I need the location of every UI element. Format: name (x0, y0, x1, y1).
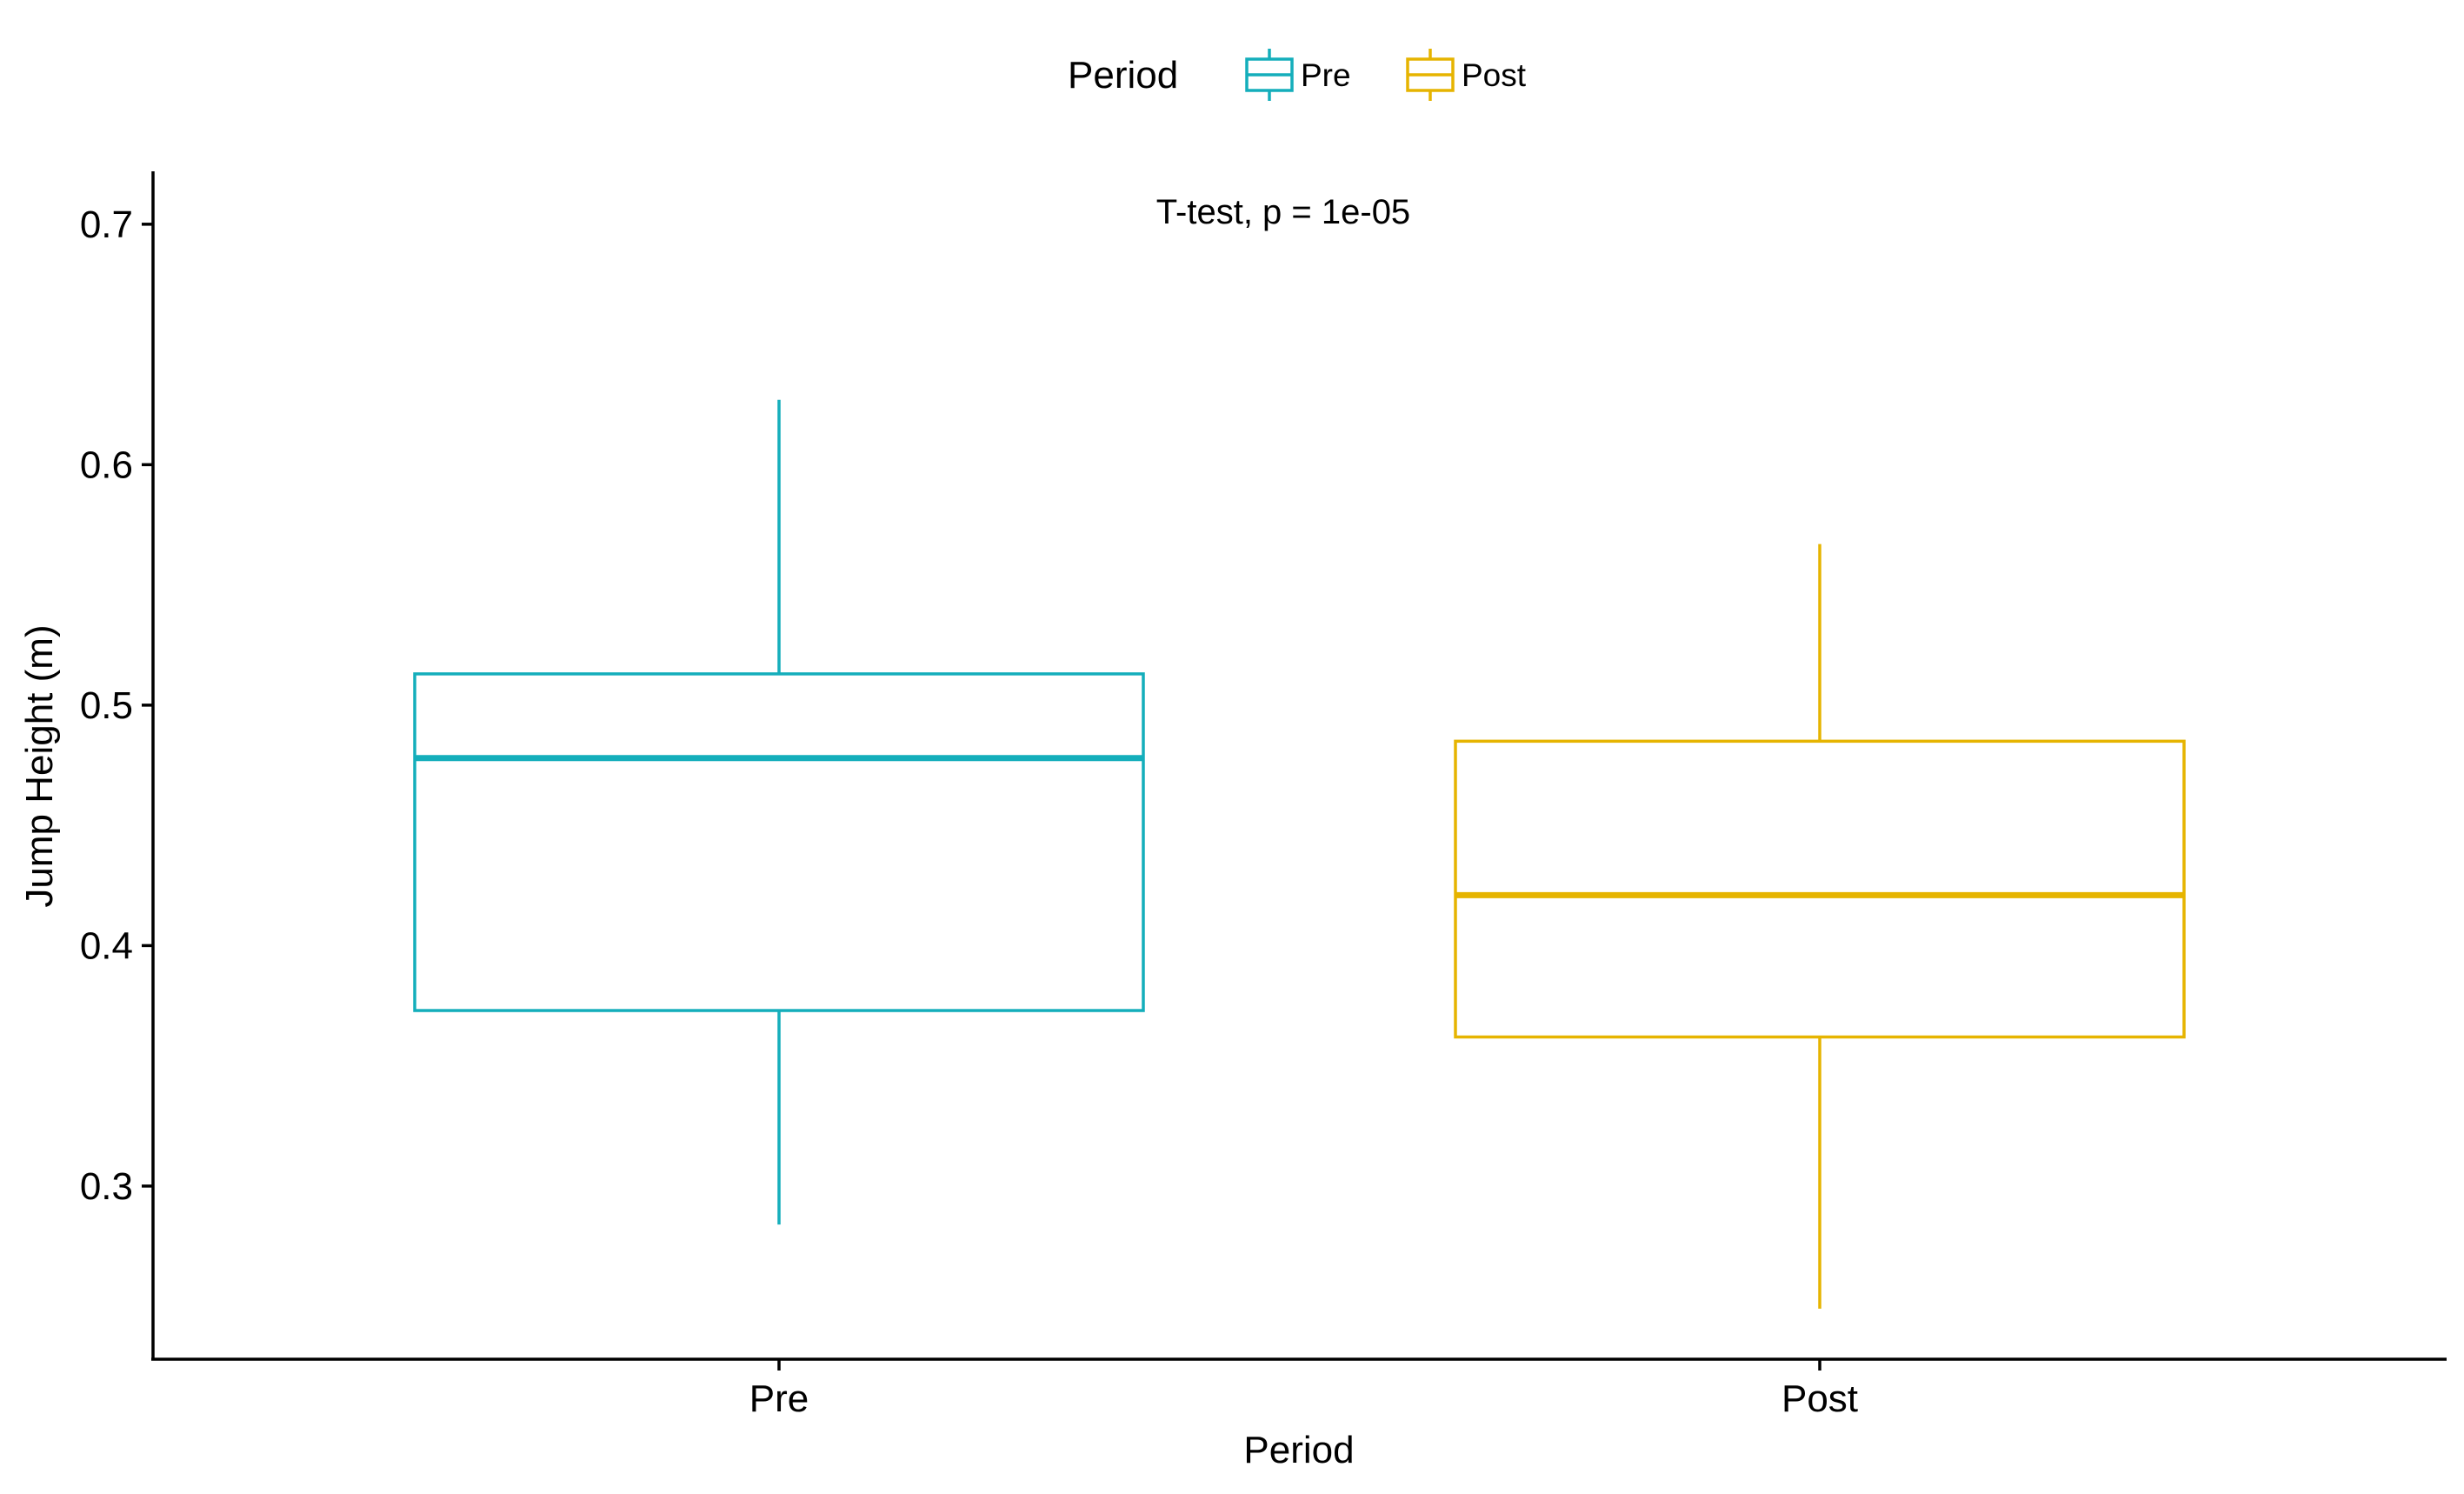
y-tick-label: 0.7 (80, 203, 133, 246)
x-axis-title: Period (1243, 1429, 1354, 1471)
y-tick-label: 0.6 (80, 444, 133, 486)
legend-entries: Pre Post (1245, 49, 1527, 101)
test-annotation: T-test, p = 1e-05 (1156, 193, 1410, 231)
x-tick-label: Pre (749, 1377, 809, 1420)
legend-entry-label: Pre (1301, 57, 1351, 93)
box-pre (413, 399, 1145, 1225)
y-tick-label: 0.3 (80, 1165, 133, 1208)
y-tick-label: 0.4 (80, 924, 133, 967)
x-tick-label: Post (1781, 1377, 1858, 1420)
box-post (1454, 544, 2186, 1309)
legend-entry-label: Post (1462, 57, 1527, 93)
y-axis-title: Jump Height (m) (18, 624, 61, 907)
y-axis-ticks: 0.3 0.4 0.5 0.6 0.7 (80, 203, 153, 1208)
legend-entry-post: Post (1406, 49, 1527, 101)
y-tick-label: 0.5 (80, 684, 133, 727)
legend: Period Pre Post (1068, 49, 1527, 101)
box-series-group (413, 399, 2186, 1309)
legend-entry-pre: Pre (1245, 49, 1351, 101)
x-axis-ticks: Pre Post (749, 1359, 1858, 1420)
legend-title: Period (1068, 54, 1178, 97)
iqr-box (1454, 739, 2186, 1039)
iqr-box (413, 672, 1145, 1012)
